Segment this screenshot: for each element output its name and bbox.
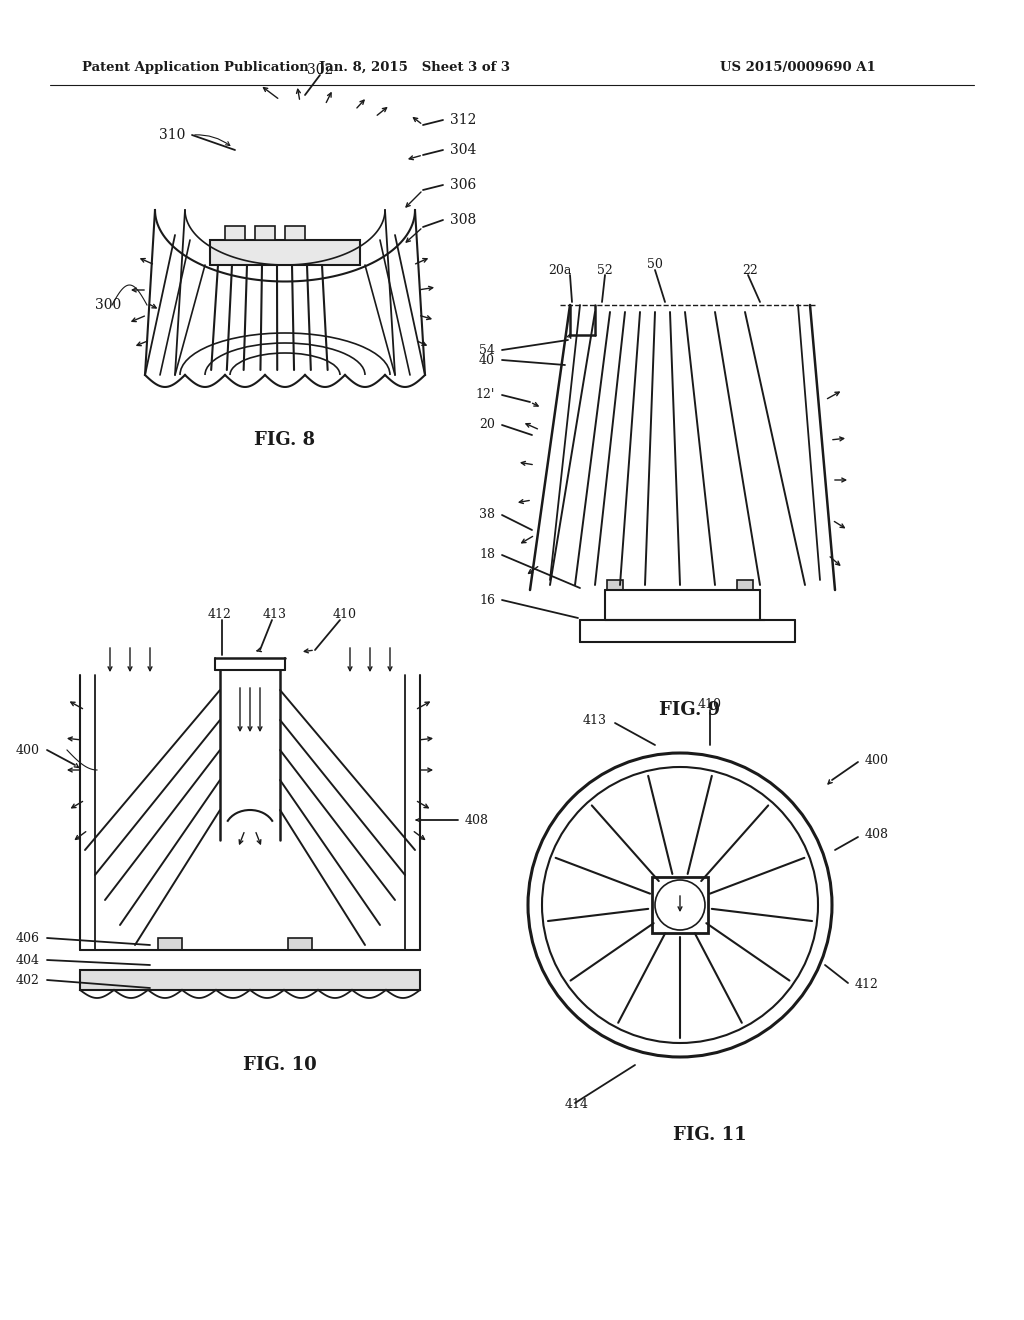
Text: US 2015/0009690 A1: US 2015/0009690 A1: [720, 62, 876, 74]
Text: 304: 304: [450, 143, 476, 157]
Bar: [225, 226, 245, 240]
Circle shape: [528, 752, 831, 1057]
Text: 408: 408: [865, 829, 889, 842]
Text: 16: 16: [479, 594, 495, 606]
Text: 412: 412: [208, 609, 232, 622]
Text: 312: 312: [450, 114, 476, 127]
Bar: [607, 579, 623, 590]
Bar: [158, 939, 182, 950]
Text: 410: 410: [698, 698, 722, 711]
Text: 300: 300: [95, 298, 121, 312]
Text: 400: 400: [16, 743, 40, 756]
Text: 413: 413: [263, 609, 287, 622]
Text: 306: 306: [450, 178, 476, 191]
Bar: [652, 876, 708, 933]
Bar: [288, 939, 312, 950]
Bar: [255, 226, 275, 240]
Text: Jan. 8, 2015   Sheet 3 of 3: Jan. 8, 2015 Sheet 3 of 3: [319, 62, 511, 74]
Bar: [80, 970, 420, 990]
Text: 52: 52: [597, 264, 613, 276]
Text: 302: 302: [307, 63, 333, 77]
Text: 404: 404: [16, 953, 40, 966]
Text: 402: 402: [16, 974, 40, 986]
Text: 50: 50: [647, 259, 663, 272]
Bar: [737, 579, 753, 590]
Text: 400: 400: [865, 754, 889, 767]
Text: FIG. 11: FIG. 11: [673, 1126, 746, 1144]
Circle shape: [542, 767, 818, 1043]
Text: 408: 408: [465, 813, 489, 826]
Text: 38: 38: [479, 508, 495, 521]
Text: 12': 12': [475, 388, 495, 401]
Text: 414: 414: [565, 1098, 589, 1111]
Text: 308: 308: [450, 213, 476, 227]
Text: 22: 22: [742, 264, 758, 276]
Text: 310: 310: [159, 128, 185, 143]
Text: 413: 413: [583, 714, 607, 726]
Text: 410: 410: [333, 609, 357, 622]
Text: 54: 54: [479, 343, 495, 356]
Text: 20a: 20a: [548, 264, 571, 276]
Text: 406: 406: [16, 932, 40, 945]
Text: 18: 18: [479, 549, 495, 561]
Text: FIG. 10: FIG. 10: [243, 1056, 316, 1074]
Text: FIG. 8: FIG. 8: [254, 432, 315, 449]
Text: 40: 40: [479, 354, 495, 367]
Text: Patent Application Publication: Patent Application Publication: [82, 62, 309, 74]
Text: 20: 20: [479, 418, 495, 432]
Bar: [285, 226, 305, 240]
Text: FIG. 9: FIG. 9: [659, 701, 721, 719]
Text: 412: 412: [855, 978, 879, 991]
Circle shape: [655, 880, 705, 931]
Bar: [210, 240, 360, 265]
